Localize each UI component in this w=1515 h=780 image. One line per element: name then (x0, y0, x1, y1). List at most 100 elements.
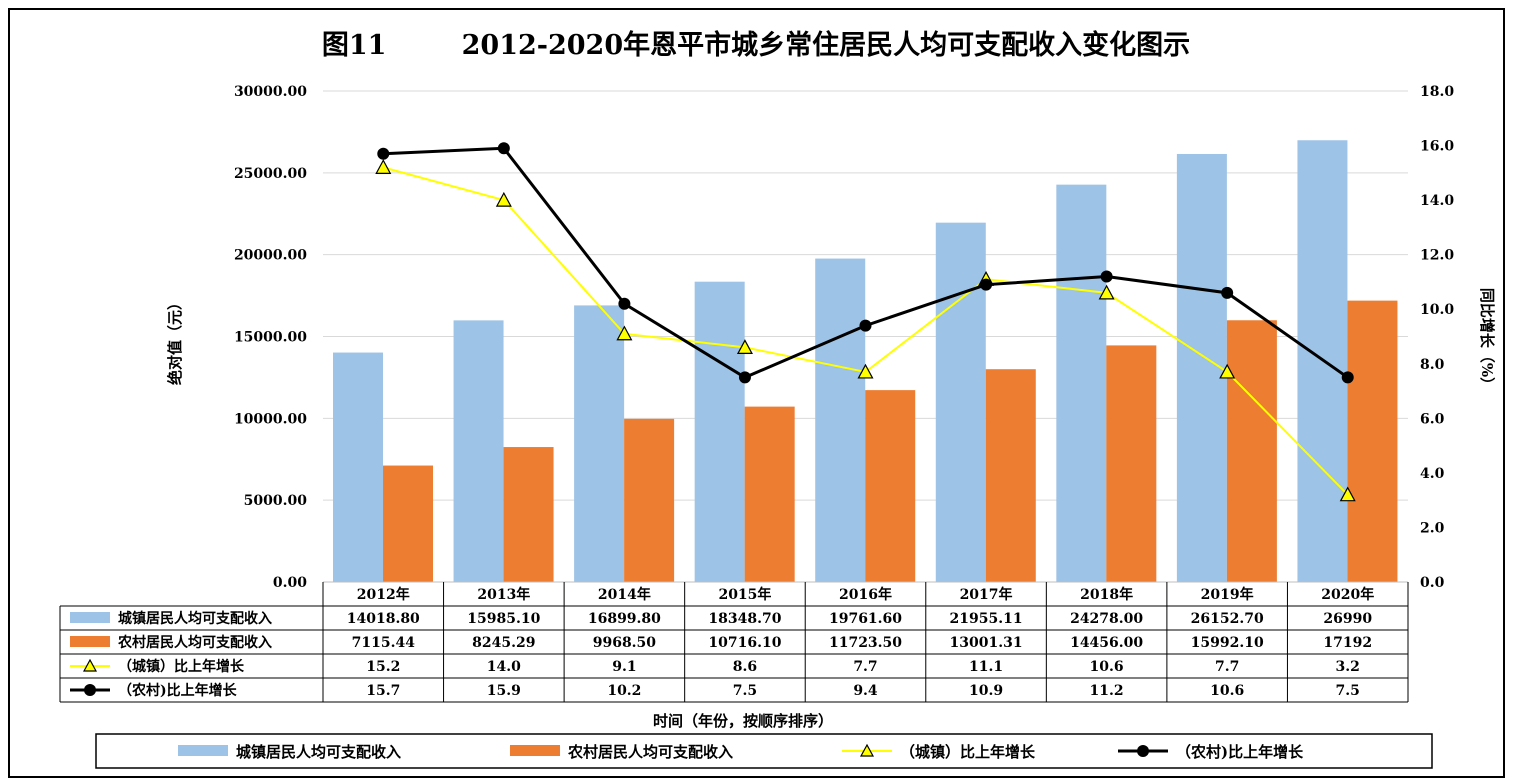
urban-growth-point (616, 325, 633, 341)
y2-tick-label: 0.0 (1420, 575, 1445, 591)
table-cell: 7.5 (733, 683, 757, 699)
y-tick-label: 20000.00 (234, 248, 307, 264)
table-cell: 9.4 (853, 683, 878, 699)
table-cell: 13001.31 (950, 635, 1023, 651)
table-cell: 14456.00 (1070, 635, 1143, 651)
urban-income-bar (1176, 153, 1227, 583)
rural-growth-point (738, 371, 751, 384)
y2-tick-label: 16.0 (1420, 139, 1454, 155)
y2-tick-label: 10.0 (1420, 302, 1454, 318)
y2-axis-title: 同比增长（%） (1478, 288, 1496, 392)
legend-label: （农村)比上年增长 (1176, 743, 1304, 761)
rural-income-bar (744, 406, 795, 582)
y2-tick-label: 12.0 (1420, 248, 1454, 264)
table-cell: 26990 (1323, 611, 1372, 627)
table-cell: 10.6 (1090, 659, 1124, 675)
urban-growth-point (736, 339, 753, 355)
table-cell: 10.2 (607, 683, 641, 699)
y-axis-title: 绝对值（元） (166, 295, 184, 385)
urban-income-bar (1056, 184, 1107, 582)
table-cell: 11.1 (969, 659, 1003, 675)
table-cell: 15.9 (487, 683, 521, 699)
urban-income-bar (333, 352, 383, 582)
rural-income-bar (1226, 320, 1277, 582)
table-series-name: 农村居民人均可支配收入 (117, 634, 272, 651)
table-cell: 11723.50 (829, 635, 902, 651)
rural-income-bar (624, 418, 675, 582)
y2-tick-label: 14.0 (1420, 193, 1454, 209)
legend-marker (82, 658, 98, 672)
table-series-name: 城镇居民人均可支配收入 (118, 610, 272, 627)
category-label: 2019年 (1201, 586, 1254, 603)
legend-box (95, 733, 1433, 769)
table-cell: 8245.29 (472, 635, 535, 651)
table-cell: 10716.10 (708, 635, 781, 651)
legend-swatch (510, 745, 560, 756)
table-cell: 15.7 (366, 683, 400, 699)
category-label: 2016年 (839, 586, 892, 603)
table-cell: 17192 (1323, 635, 1372, 651)
rural-growth-point (1221, 286, 1234, 299)
y-tick-label: 30000.00 (234, 84, 307, 100)
table-cell: 15992.10 (1191, 635, 1264, 651)
y2-tick-label: 18.0 (1420, 84, 1454, 100)
rural-growth-point (1341, 371, 1354, 384)
urban-growth-point (1098, 284, 1115, 300)
table-cell: 8.6 (733, 659, 757, 675)
y-tick-label: 15000.00 (234, 330, 307, 346)
urban-income-bar (935, 222, 986, 582)
category-label: 2015年 (718, 586, 771, 603)
table-series-name: （城镇）比上年增长 (118, 658, 245, 675)
table-cell: 11.2 (1090, 683, 1124, 699)
category-label: 2013年 (477, 586, 530, 603)
table-cell: 9968.50 (593, 635, 657, 651)
chart-title: 图11 2012-2020年恩平市城乡常住居民人均可支配收入变化图示 (322, 29, 1190, 61)
table-cell: 7.7 (853, 659, 877, 675)
urban-growth-point (1339, 486, 1356, 502)
urban-income-bar (453, 320, 504, 582)
lines-layer (375, 142, 1356, 502)
legend-marker (84, 684, 96, 696)
y2-tick-label: 2.0 (1420, 520, 1445, 536)
y-tick-label: 10000.00 (234, 411, 307, 427)
table-cell: 15985.10 (467, 611, 540, 627)
urban-growth-point (1219, 363, 1236, 379)
table-cell: 3.2 (1336, 659, 1360, 675)
table-cell: 9.1 (612, 659, 636, 675)
axes-layer: 0.00 5000.00 10000.00 15000.00 20000.00 25000… (234, 84, 1454, 591)
rural-growth-point (497, 142, 510, 155)
table-cell: 19761.60 (829, 611, 902, 627)
table-cell: 21955.11 (950, 611, 1023, 627)
legend-label: 农村居民人均可支配收入 (567, 743, 733, 761)
category-label: 2020年 (1321, 586, 1374, 603)
rural-income-bar (503, 447, 554, 582)
urban-income-bar (815, 258, 866, 582)
table-cell: 15.2 (366, 659, 400, 675)
chart-frame: 图11 2012-2020年恩平市城乡常住居民人均可支配收入变化图示 0.00 5… (8, 8, 1505, 778)
urban-income-bar (574, 305, 625, 582)
legend-swatch (70, 612, 110, 623)
table-cell: 14.0 (487, 659, 521, 675)
legend-marker (859, 743, 875, 757)
table-cell: 7.5 (1336, 683, 1360, 699)
legend: 城镇居民人均可支配收入 农村居民人均可支配收入 （城镇）比上年增长 （农村)比上年增长 (95, 733, 1433, 769)
table-cell: 10.6 (1210, 683, 1244, 699)
legend-swatch (178, 745, 228, 756)
rural-growth-point (1100, 270, 1113, 283)
table-cell: 7115.44 (352, 635, 416, 651)
rural-growth-point (377, 147, 390, 160)
y2-tick-label: 8.0 (1420, 357, 1445, 373)
category-label: 2017年 (960, 586, 1013, 603)
rural-income-bar (1106, 345, 1157, 582)
table-cell: 14018.80 (347, 611, 420, 627)
income-chart: 图11 2012-2020年恩平市城乡常住居民人均可支配收入变化图示 0.00 5… (59, 29, 1496, 769)
table-cell: 10.9 (969, 683, 1003, 699)
y2-tick-label: 4.0 (1420, 466, 1445, 482)
urban-growth-point (375, 159, 392, 174)
rural-income-bar (865, 390, 916, 582)
table-cell: 26152.70 (1191, 611, 1264, 627)
table-cell: 24278.00 (1070, 611, 1143, 627)
urban-growth-point (857, 363, 874, 379)
category-label: 2014年 (598, 586, 651, 603)
data-table: 2012年 2013年 2014年 2015年 2016年 2017年 2018年 2019年… (59, 582, 1409, 703)
